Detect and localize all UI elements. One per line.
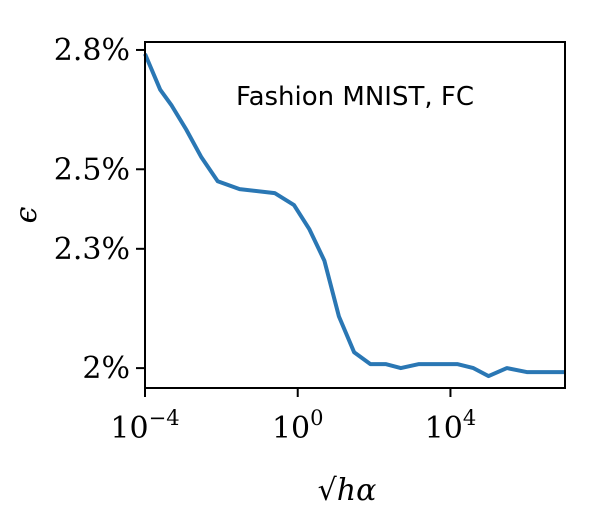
x-tick-label: 100 xyxy=(272,406,324,446)
y-axis-label: ϵ xyxy=(9,206,44,223)
tick-layer: 2.8% 2.5% 2.3% 2% 10−4 100 104 xyxy=(54,33,476,446)
series-line-0 xyxy=(143,53,565,379)
x-tick-label: 10−4 xyxy=(110,406,179,446)
chart-annotation: Fashion MNIST, FC xyxy=(236,82,474,112)
y-tick-label: 2.5% xyxy=(54,152,130,187)
plot-frame xyxy=(144,41,566,389)
y-tick-label: 2.3% xyxy=(54,232,130,267)
plot-layer xyxy=(143,53,565,379)
x-tick-label: 104 xyxy=(425,406,477,446)
x-axis-label: √hα xyxy=(318,473,377,508)
y-tick-label: 2.8% xyxy=(54,33,130,68)
y-tick-label: 2% xyxy=(82,351,130,386)
